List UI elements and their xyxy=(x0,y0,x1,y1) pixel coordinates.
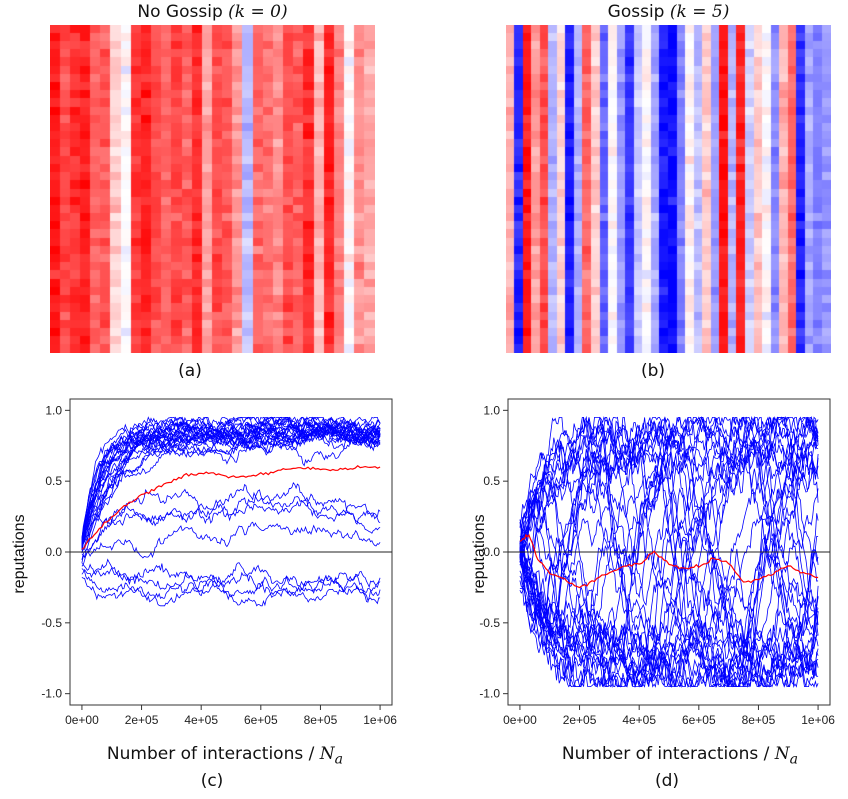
heatmap-b-title: Gossip (k = 5) xyxy=(607,2,730,22)
series-line xyxy=(81,521,381,566)
x-tick-label: 6e+05 xyxy=(682,713,716,725)
series-line xyxy=(81,416,381,546)
series-line xyxy=(519,416,819,657)
line-plot-gossip: 0e+00 2e+05 4e+05 6e+05 8e+05 1e+06 -1.0 -0.5 0.… xyxy=(479,398,835,725)
ylabel-d: reputations xyxy=(471,514,488,594)
y-tick-label: 0.0 xyxy=(45,545,62,559)
series-line xyxy=(81,563,381,595)
series-line xyxy=(519,417,819,688)
series-line xyxy=(519,417,819,682)
line-plot-no-gossip: 0e+00 2e+05 4e+05 6e+05 8e+05 1e+06 -1.0 -0.5 0.… xyxy=(41,398,397,725)
series-line xyxy=(81,421,381,543)
series-line xyxy=(519,437,819,688)
y-tick-label: -0.5 xyxy=(41,616,62,630)
xlabel-c: Number of interactions / Na xyxy=(106,744,344,768)
series-line xyxy=(519,488,819,688)
x-tick-label: 0e+00 xyxy=(503,713,537,725)
x-tick-label: 0e+00 xyxy=(65,713,99,725)
panel-label-a: (a) xyxy=(178,361,202,381)
ylabel-c: reputations xyxy=(11,514,28,594)
x-tick-label: 1e+06 xyxy=(363,713,397,725)
heatmap-no-gossip xyxy=(50,25,375,353)
series-line xyxy=(81,426,381,541)
series-line xyxy=(519,553,819,689)
x-tick-label: 8e+05 xyxy=(742,713,776,725)
series-line xyxy=(519,459,819,688)
series-line xyxy=(519,417,819,666)
series-line xyxy=(81,426,381,549)
series-line xyxy=(519,416,819,688)
series-line xyxy=(81,417,381,547)
series-line xyxy=(519,416,819,688)
series-line xyxy=(81,493,381,560)
mean-line xyxy=(81,465,381,550)
x-tick-label: 2e+05 xyxy=(125,713,159,725)
series-line xyxy=(519,441,819,675)
x-tick-label: 2e+05 xyxy=(563,713,597,725)
x-tick-label: 4e+05 xyxy=(622,713,656,725)
y-tick-label: -0.5 xyxy=(479,616,500,630)
heatmap-a-title: No Gossip (k = 0) xyxy=(137,2,288,22)
series-line xyxy=(519,439,819,680)
series-line xyxy=(519,421,819,688)
y-tick-label: -1.0 xyxy=(41,687,62,701)
series-group xyxy=(81,416,381,607)
series-line xyxy=(519,464,819,687)
series-line xyxy=(519,554,819,688)
y-tick-label: 0.5 xyxy=(45,474,62,488)
x-tick-label: 1e+06 xyxy=(801,713,835,725)
panel-label-b: (b) xyxy=(640,361,666,381)
y-tick-label: 1.0 xyxy=(483,403,500,417)
x-tick-label: 4e+05 xyxy=(184,713,218,725)
xlabel-d: Number of interactions / Na xyxy=(561,744,799,768)
series-line xyxy=(81,568,381,599)
series-line xyxy=(81,558,381,603)
panel-label-c: (c) xyxy=(200,771,224,791)
series-line xyxy=(519,416,819,687)
series-line xyxy=(519,438,819,665)
series-line xyxy=(81,417,381,545)
series-line xyxy=(81,481,381,559)
series-line xyxy=(81,425,381,542)
y-tick-label: 0.0 xyxy=(483,545,500,559)
y-tick-label: 1.0 xyxy=(45,403,62,417)
series-line xyxy=(519,451,819,688)
series-line xyxy=(519,416,819,679)
series-line xyxy=(81,489,381,563)
series-line xyxy=(519,439,819,689)
series-group xyxy=(519,415,819,689)
series-line xyxy=(81,416,381,547)
mean-line xyxy=(519,533,819,589)
x-tick-label: 6e+05 xyxy=(244,713,278,725)
panel-label-d: (d) xyxy=(654,771,680,791)
y-tick-label: -1.0 xyxy=(479,687,500,701)
y-tick-label: 0.5 xyxy=(483,474,500,488)
series-line xyxy=(519,416,819,676)
heatmap-gossip xyxy=(506,25,831,353)
series-line xyxy=(81,576,381,607)
series-line xyxy=(81,420,381,538)
x-tick-label: 8e+05 xyxy=(304,713,338,725)
series-line xyxy=(81,416,381,549)
series-line xyxy=(81,416,381,550)
